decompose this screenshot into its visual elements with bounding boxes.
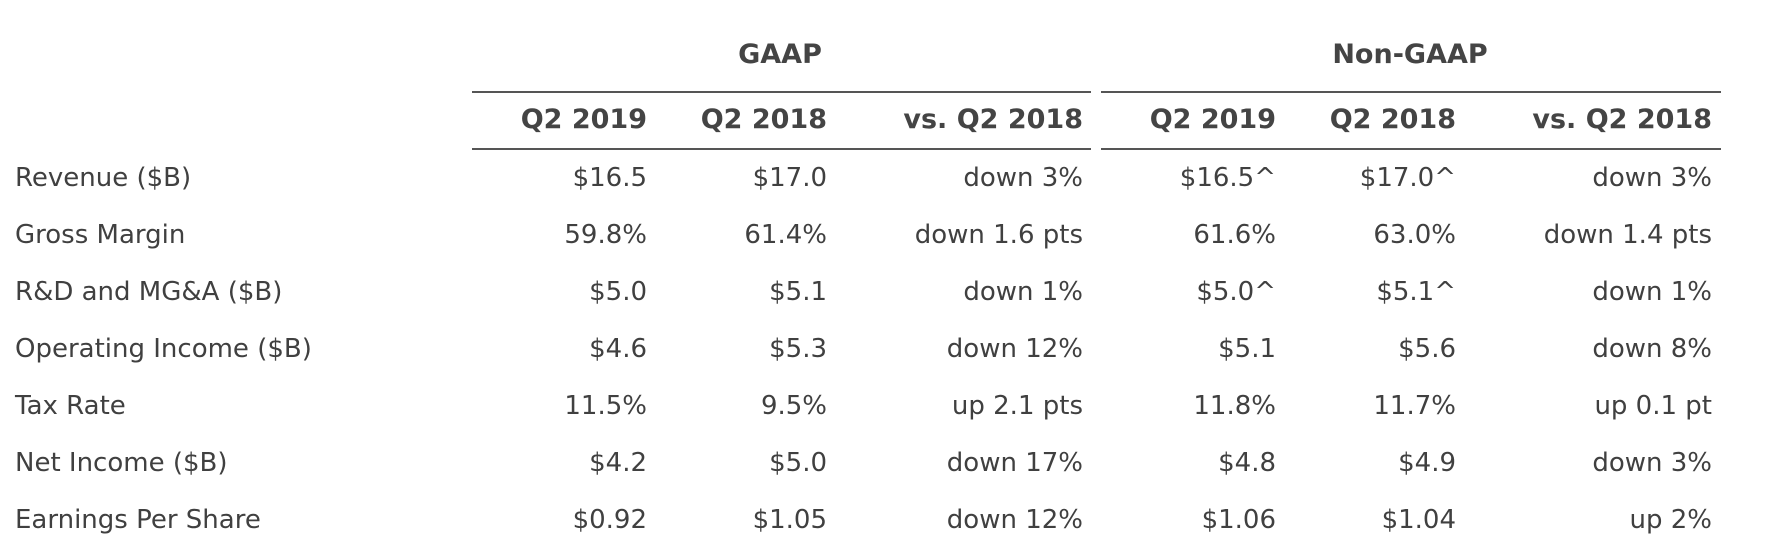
column-header: Q2 2018 [700,104,827,135]
column-header: Q2 2019 [1149,104,1276,135]
table-cell: $4.6 [589,334,647,364]
table-cell: 61.6% [1193,220,1276,250]
table-cell: 63.0% [1373,220,1456,250]
table-cell: 11.8% [1193,391,1276,421]
table-cell: $5.0 [769,448,827,478]
table-cell: up 0.1 pt [1594,391,1712,421]
table-cell: 61.4% [744,220,827,250]
gaap-top-rule [472,91,1091,93]
table-cell: down 12% [946,334,1083,364]
row-label: Earnings Per Share [15,505,261,535]
row-label: R&D and MG&A ($B) [15,277,283,307]
row-label: Gross Margin [15,220,186,250]
table-cell: $5.6 [1398,334,1456,364]
row-label: Tax Rate [15,391,126,421]
row-label: Revenue ($B) [15,163,192,193]
column-header: Q2 2018 [1329,104,1456,135]
table-cell: 59.8% [564,220,647,250]
table-row: Revenue ($B) $16.5 $17.0 down 3% $16.5^ $17.0… [0,150,1765,207]
table-cell: down 12% [946,505,1083,535]
column-header: vs. Q2 2018 [903,104,1083,135]
table-cell: $5.0 [589,277,647,307]
table-cell: $5.0^ [1196,277,1276,307]
table-row: Tax Rate 11.5% 9.5% up 2.1 pts 11.8% 11.7% up … [0,378,1765,435]
table-row: Earnings Per Share $0.92 $1.05 down 12% $1.0… [0,492,1765,549]
table-cell: $1.04 [1381,505,1456,535]
table-cell: down 17% [946,448,1083,478]
table-cell: up 2.1 pts [951,391,1083,421]
row-label: Operating Income ($B) [15,334,312,364]
table-cell: $16.5^ [1179,163,1276,193]
table-cell: $5.1 [769,277,827,307]
non-gaap-top-rule [1101,91,1721,93]
table-cell: down 3% [1592,448,1712,478]
table-cell: $5.1 [1218,334,1276,364]
table-cell: 9.5% [760,391,827,421]
gaap-header-rule [472,148,1091,150]
non-gaap-header-rule [1101,148,1721,150]
table-cell: down 3% [963,163,1083,193]
table-cell: 11.5% [564,391,647,421]
row-label: Net Income ($B) [15,448,228,478]
group-header-non-gaap: Non-GAAP [1332,39,1488,70]
table-cell: down 1% [963,277,1083,307]
table-cell: $16.5 [572,163,647,193]
table-cell: $17.0^ [1359,163,1456,193]
table-cell: down 3% [1592,163,1712,193]
column-header: Q2 2019 [520,104,647,135]
table-cell: $4.2 [589,448,647,478]
table-row: R&D and MG&A ($B) $5.0 $5.1 down 1% $5.0^ $5.… [0,264,1765,321]
table-cell: down 1.4 pts [1543,220,1712,250]
column-header: vs. Q2 2018 [1532,104,1712,135]
table-cell: $5.3 [769,334,827,364]
table-row: Operating Income ($B) $4.6 $5.3 down 12% $5.… [0,321,1765,378]
group-header-gaap: GAAP [738,39,822,70]
table-cell: down 1% [1592,277,1712,307]
table-cell: 11.7% [1373,391,1456,421]
table-cell: $4.9 [1398,448,1456,478]
table-cell: $17.0 [752,163,827,193]
table-row: Net Income ($B) $4.2 $5.0 down 17% $4.8 $4.9 d… [0,435,1765,492]
table-cell: $0.92 [572,505,647,535]
table-cell: $1.05 [752,505,827,535]
table-cell: $4.8 [1218,448,1276,478]
table-row: Gross Margin 59.8% 61.4% down 1.6 pts 61.6% 6… [0,207,1765,264]
table-cell: up 2% [1629,505,1713,535]
table-cell: $1.06 [1201,505,1276,535]
table-cell: down 8% [1592,334,1712,364]
table-cell: down 1.6 pts [914,220,1083,250]
table-cell: $5.1^ [1376,277,1456,307]
